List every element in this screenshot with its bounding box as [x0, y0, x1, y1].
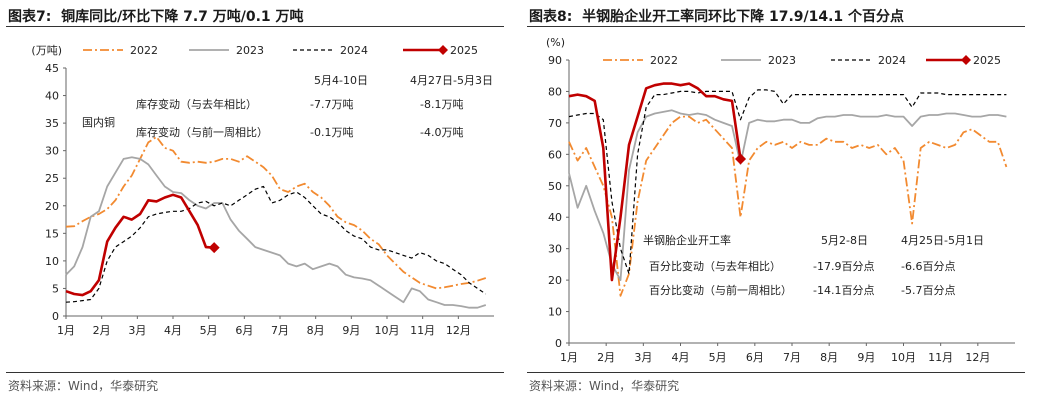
- annotation-region-label: 国内铜: [82, 115, 115, 129]
- annotation-value: -6.6百分点: [901, 260, 955, 273]
- legend-label-2023: 2023: [768, 54, 796, 67]
- x-tick-label: 11月: [410, 324, 435, 337]
- x-tick-label: 5月: [200, 324, 218, 337]
- y-tick-label: 30: [548, 243, 562, 256]
- source-divider: [6, 372, 504, 373]
- annotation-value: -0.1万吨: [310, 126, 353, 139]
- y-tick-label: 10: [548, 306, 562, 319]
- legend-label-2025: 2025: [450, 44, 478, 57]
- annotation-value: -14.1百分点: [813, 284, 874, 297]
- y-tick-label: 20: [45, 200, 59, 213]
- annotation-column-header: 5月2-8日: [821, 234, 868, 247]
- legend-label-2024: 2024: [340, 44, 368, 57]
- x-tick-label: 7月: [271, 324, 289, 337]
- y-tick-label: 60: [548, 148, 562, 161]
- series-line-2022: [65, 136, 487, 290]
- chart-panel-copper: 图表7: 铜库同比/环比下降 7.7 万吨/0.1 万吨 (万吨) 0 5 10 15 2…: [0, 0, 520, 400]
- x-tick-label: 5月: [709, 351, 727, 364]
- y-tick-label: 35: [45, 117, 59, 130]
- chart-panel-tire: 图表8: 半钢胎企业开工率同环比下降 17.9/14.1 个百分点 (%) 0 10…: [521, 0, 1041, 400]
- y-tick-label: 10: [45, 255, 59, 268]
- y-tick-label: 5: [52, 282, 59, 295]
- x-tick-label: 3月: [128, 324, 146, 337]
- x-tick-label: 8月: [820, 351, 838, 364]
- source-note: 资料来源：Wind，华泰研究: [529, 379, 680, 393]
- annotation-value: -17.9百分点: [813, 260, 874, 273]
- legend-label-2022: 2022: [650, 54, 678, 67]
- annotation-value: -7.7万吨: [310, 98, 353, 111]
- source-note: 资料来源：Wind，华泰研究: [8, 379, 159, 393]
- annotation-value: -5.7百分点: [901, 284, 955, 297]
- y-tick-label: 45: [45, 62, 59, 75]
- x-tick-label: 6月: [235, 324, 253, 337]
- legend-label-2022: 2022: [130, 44, 158, 57]
- annotation-row-label: 库存变动（与前一周相比）: [136, 125, 268, 139]
- series-end-marker-2025: [208, 242, 220, 254]
- legend-marker-2025: [961, 55, 971, 65]
- legend-label-2024: 2024: [878, 54, 906, 67]
- series-line-2025: [65, 193, 215, 297]
- x-tick-label: 2月: [597, 351, 615, 364]
- y-tick-label: 25: [45, 172, 59, 185]
- series-line-2023: [65, 156, 487, 309]
- y-tick-label: 90: [548, 54, 562, 67]
- y-tick-label: 30: [45, 145, 59, 158]
- y-tick-label: 20: [548, 274, 562, 287]
- x-tick-label: 9月: [857, 351, 875, 364]
- series-line-2024: [65, 185, 487, 303]
- chart-title: 图表7: 铜库同比/环比下降 7.7 万吨/0.1 万吨: [8, 9, 304, 25]
- x-tick-label: 1月: [560, 351, 578, 364]
- tire-operating-rate-chart: (%) 0 10 20 30 40 50 60 70 80 90 1月 2月 3月 4月 5月 6月 7月 8月 9月…: [546, 36, 1015, 364]
- y-tick-label: 0: [555, 337, 562, 350]
- legend-label-2025: 2025: [973, 54, 1001, 67]
- annotation-column-header: 4月27日-5月3日: [410, 74, 493, 87]
- legend-label-2023: 2023: [236, 44, 264, 57]
- y-tick-label: 50: [548, 180, 562, 193]
- x-tick-label: 11月: [928, 351, 953, 364]
- source-divider: [527, 372, 1025, 373]
- x-tick-label: 12月: [965, 351, 990, 364]
- y-tick-label: 15: [45, 227, 59, 240]
- x-tick-label: 6月: [746, 351, 764, 364]
- x-tick-label: 10月: [375, 324, 400, 337]
- x-tick-label: 8月: [307, 324, 325, 337]
- x-tick-label: 3月: [634, 351, 652, 364]
- annotation-column-header: 5月4-10日: [314, 74, 368, 87]
- x-tick-label: 9月: [342, 324, 360, 337]
- annotation-column-header: 4月25日-5月1日: [901, 234, 984, 247]
- series-line-2023: [568, 109, 1007, 282]
- title-divider: [527, 26, 1025, 27]
- title-divider: [6, 26, 504, 27]
- x-tick-label: 4月: [164, 324, 182, 337]
- annotation-value: -8.1万吨: [420, 98, 463, 111]
- y-tick-label: 70: [548, 117, 562, 130]
- y-axis-unit-label: (%): [546, 36, 565, 49]
- series-line-2022: [568, 115, 1008, 297]
- annotation-row-label: 库存变动（与去年相比）: [136, 97, 257, 111]
- y-tick-label: 40: [548, 211, 562, 224]
- legend-marker-2025: [438, 45, 448, 55]
- y-tick-label: 80: [548, 85, 562, 98]
- annotation-value: -4.0万吨: [420, 126, 463, 139]
- y-axis-unit-label: (万吨): [31, 44, 62, 57]
- y-tick-label: 40: [45, 90, 59, 103]
- x-tick-label: 1月: [57, 324, 75, 337]
- annotation-row-label: 百分比变动（与前一周相比）: [649, 283, 792, 297]
- series-line-2025: [568, 82, 742, 282]
- annotation-region-label: 半钢胎企业开工率: [643, 233, 731, 247]
- series-end-marker-2025: [735, 153, 747, 165]
- annotation-row-label: 百分比变动（与去年相比）: [649, 259, 781, 273]
- x-tick-label: 10月: [891, 351, 916, 364]
- x-tick-label: 7月: [783, 351, 801, 364]
- chart-title: 图表8: 半钢胎企业开工率同环比下降 17.9/14.1 个百分点: [529, 9, 905, 25]
- x-tick-label: 12月: [446, 324, 471, 337]
- x-tick-label: 2月: [93, 324, 111, 337]
- series-line-2024: [568, 89, 1007, 275]
- y-tick-label: 0: [52, 310, 59, 323]
- x-tick-label: 4月: [672, 351, 690, 364]
